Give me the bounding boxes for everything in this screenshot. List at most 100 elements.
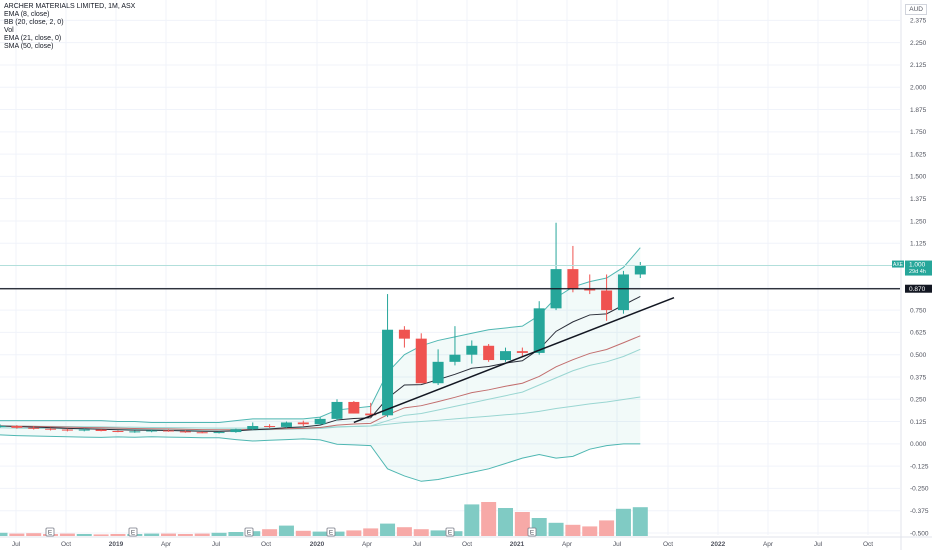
y-tick-label: 0.500: [910, 352, 927, 359]
x-tick-label: 2022: [711, 541, 726, 548]
user-drawings[interactable]: [0, 265, 900, 424]
candle-body: [146, 430, 158, 432]
candle-body: [179, 431, 191, 433]
volume-bar: [498, 508, 513, 536]
candle-body: [500, 351, 511, 361]
y-tick-label: -0.500: [910, 530, 929, 537]
legend-ema8[interactable]: EMA (8, close): [4, 11, 50, 18]
volume-bar: [76, 534, 92, 536]
volume-bar: [632, 507, 648, 536]
volume-bar: [582, 526, 598, 536]
x-tick-label: 2021: [510, 541, 525, 548]
bb-band-area: [0, 247, 641, 482]
x-tick-label: Oct: [462, 541, 472, 548]
x-tick-label: Apr: [161, 541, 172, 548]
volume-bar: [615, 508, 631, 536]
candle-body: [331, 401, 343, 419]
x-tick-label: Apr: [562, 541, 573, 548]
candle-body: [95, 429, 107, 432]
y-tick-label: 2.250: [910, 40, 927, 47]
candle-body: [314, 418, 326, 425]
y-tick-label: -0.250: [910, 486, 929, 493]
x-tick-label: Oct: [663, 541, 673, 548]
volume-bar: [161, 533, 176, 536]
volume-bar: [177, 534, 193, 536]
candle-body: [264, 426, 276, 428]
y-tick-label: 2.125: [910, 62, 927, 69]
candle-body: [365, 413, 377, 416]
symbol-tag: AXE: [893, 262, 904, 268]
countdown-tag: 29d 4h: [909, 269, 926, 275]
y-tick-label: 1.250: [910, 218, 927, 225]
y-tick-label: -0.125: [910, 463, 929, 470]
volume-bar: [514, 512, 530, 536]
time-axis[interactable]: Jul Oct 2019 Apr Jul Oct 2020 Apr Jul Oct 2021 Apr J…: [0, 536, 932, 548]
candle-body: [466, 345, 478, 355]
legend-vol[interactable]: Vol: [4, 27, 14, 34]
legend-ema21[interactable]: EMA (21, close, 0): [4, 35, 62, 42]
candle-body: [112, 431, 124, 433]
candle-body: [617, 274, 629, 311]
candle-body: [213, 432, 225, 434]
volume-bar: [144, 533, 160, 536]
x-tick-label: Jul: [413, 541, 422, 548]
legend-sma50[interactable]: SMA (50, close): [4, 43, 54, 50]
legend-bb[interactable]: BB (20, close, 2, 0): [4, 19, 64, 26]
candle-body: [449, 354, 461, 362]
y-tick-label: 1.125: [910, 241, 927, 248]
currency-label[interactable]: AUD: [905, 4, 927, 15]
volume-bar: [93, 534, 109, 536]
candle-body: [280, 422, 292, 427]
y-tick-label: 0.625: [910, 330, 927, 337]
y-tick-label: 2.375: [910, 18, 927, 25]
candle-body: [163, 430, 174, 432]
candle-body: [196, 432, 208, 434]
earnings-marker: [326, 527, 336, 537]
x-tick-label: Oct: [261, 541, 271, 548]
volume-bar: [194, 533, 210, 536]
earnings-marker-label: E: [530, 530, 535, 537]
candle-body: [567, 269, 579, 289]
volume-bar: [278, 525, 294, 536]
x-tick-label: 2019: [109, 541, 124, 548]
earnings-marker: [445, 527, 455, 537]
y-tick-label: 2.000: [910, 85, 927, 92]
candle-body: [28, 427, 40, 429]
x-tick-label: Jul: [12, 541, 21, 548]
x-tick-label: Jul: [212, 541, 221, 548]
volume-bar: [0, 532, 8, 536]
x-tick-label: Oct: [863, 541, 873, 548]
ema21-line: [0, 335, 641, 431]
y-tick-label: 0.000: [910, 441, 927, 448]
symbol-tag-bg: [892, 260, 904, 268]
volume-bar: [447, 531, 463, 536]
earnings-marker-label: E: [48, 530, 53, 537]
y-tick-label: 1.500: [910, 174, 927, 181]
candle-body: [11, 426, 23, 428]
y-tick-label: 0.125: [910, 419, 927, 426]
indicator-legend[interactable]: ARCHER MATERIALS LIMITED, 1M, ASX EMA (8…: [4, 3, 135, 51]
y-tick-label: 1.375: [910, 196, 927, 203]
bollinger-band-fill: [0, 247, 641, 482]
x-tick-label: 2020: [310, 541, 325, 548]
candle-body: [45, 428, 57, 430]
volume-bar: [599, 520, 615, 536]
candle-body: [533, 308, 545, 353]
volume-bar: [396, 527, 412, 536]
candlesticks[interactable]: [0, 222, 646, 434]
symbol-title[interactable]: ARCHER MATERIALS LIMITED, 1M, ASX: [4, 3, 136, 10]
x-tick-label: Apr: [763, 541, 774, 548]
earnings-marker-label: E: [247, 530, 252, 537]
y-tick-label: 0.750: [910, 307, 927, 314]
candle-body: [61, 429, 73, 431]
volume-bar: [363, 528, 379, 536]
trendline: [353, 296, 675, 424]
candle-body: [601, 290, 613, 311]
hline-tag-bg: [905, 284, 932, 293]
volume-bar: [262, 529, 278, 536]
volume-bar: [26, 533, 42, 536]
earnings-marker-label: E: [131, 530, 136, 537]
